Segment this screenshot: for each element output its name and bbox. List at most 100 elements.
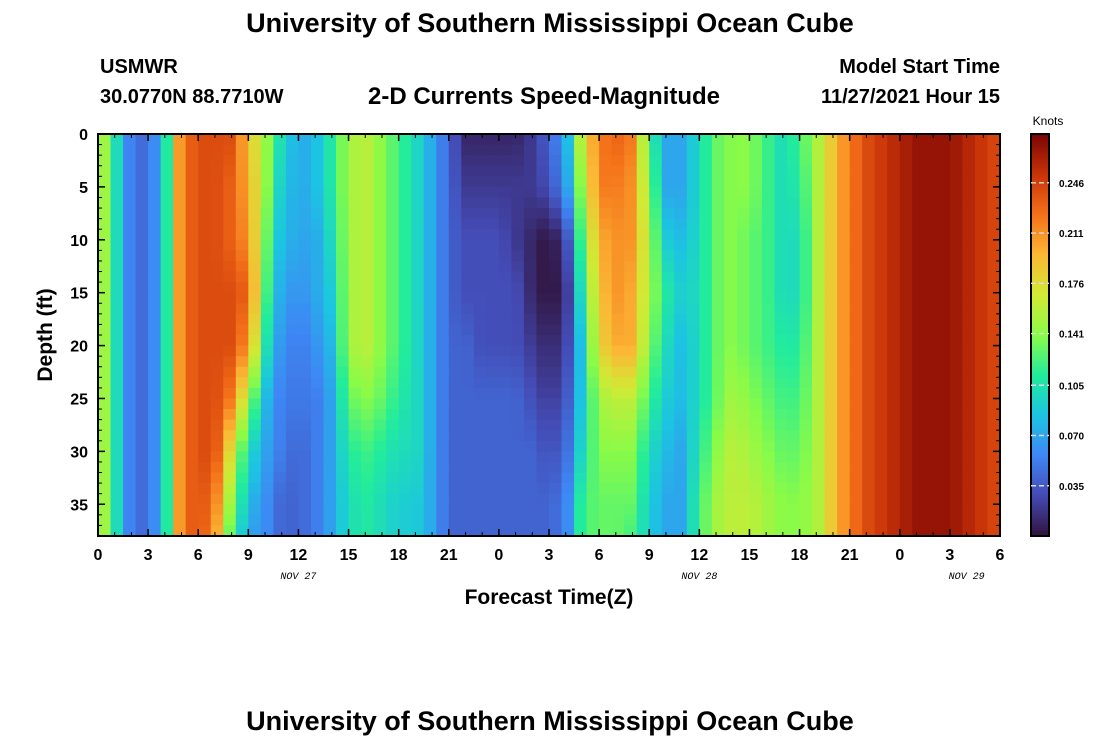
heatmap-cell bbox=[285, 451, 300, 463]
heatmap-cell bbox=[924, 324, 938, 336]
heatmap-cell bbox=[962, 229, 976, 241]
heatmap-cell bbox=[486, 250, 500, 262]
heatmap-cell bbox=[749, 271, 763, 283]
heatmap-cell bbox=[110, 197, 124, 209]
heatmap-cell bbox=[260, 398, 274, 410]
heatmap-cell bbox=[649, 250, 663, 262]
heatmap-cell bbox=[361, 398, 375, 410]
heatmap-cell bbox=[135, 292, 149, 304]
heatmap-cell bbox=[323, 472, 337, 484]
heatmap-cell bbox=[812, 377, 826, 389]
heatmap-cell bbox=[285, 155, 300, 167]
heatmap-cell bbox=[110, 440, 124, 452]
heatmap-cell bbox=[724, 165, 738, 177]
heatmap-cell bbox=[561, 292, 575, 304]
heatmap-cell bbox=[210, 155, 224, 167]
heatmap-cell bbox=[386, 504, 400, 516]
heatmap-cell bbox=[849, 260, 863, 273]
heatmap-cell bbox=[849, 186, 863, 199]
heatmap-cell bbox=[198, 366, 212, 378]
heatmap-cell bbox=[599, 440, 613, 452]
heatmap-cell bbox=[761, 239, 776, 251]
heatmap-cell bbox=[949, 483, 964, 495]
heatmap-cell bbox=[398, 208, 412, 220]
heatmap-cell bbox=[536, 419, 550, 431]
heatmap-cell bbox=[273, 313, 287, 326]
heatmap-cell bbox=[448, 504, 462, 516]
heatmap-cell bbox=[799, 324, 813, 336]
plot-title: 2-D Currents Speed-Magnitude bbox=[368, 83, 721, 110]
heatmap-cell bbox=[273, 493, 287, 505]
heatmap-cell bbox=[98, 483, 112, 495]
heatmap-cell bbox=[874, 271, 888, 283]
heatmap-cell bbox=[624, 345, 638, 357]
heatmap-cell bbox=[348, 313, 362, 326]
heatmap-cell bbox=[787, 472, 801, 484]
heatmap-cell bbox=[336, 409, 350, 421]
heatmap-cell bbox=[110, 366, 124, 378]
heatmap-cell bbox=[686, 451, 700, 463]
heatmap-cell bbox=[686, 525, 700, 537]
heatmap-cell bbox=[974, 398, 989, 410]
heatmap-cell bbox=[123, 260, 137, 273]
heatmap-cell bbox=[273, 451, 287, 463]
heatmap-cell bbox=[686, 356, 700, 368]
heatmap-cell bbox=[799, 461, 813, 474]
heatmap-cell bbox=[549, 440, 563, 452]
heatmap-cell bbox=[849, 155, 863, 167]
heatmap-cell bbox=[711, 493, 725, 505]
heatmap-cell bbox=[411, 377, 425, 389]
heatmap-cell bbox=[649, 134, 663, 146]
heatmap-cell bbox=[210, 356, 224, 368]
heatmap-cell bbox=[361, 419, 375, 431]
heatmap-cell bbox=[260, 366, 274, 378]
heatmap-cell bbox=[323, 377, 337, 389]
x-tick-label: 0 bbox=[895, 547, 904, 564]
heatmap-cell bbox=[624, 324, 638, 336]
heatmap-cell bbox=[724, 451, 738, 463]
heatmap-cell bbox=[273, 165, 287, 177]
heatmap-cell bbox=[98, 134, 112, 146]
heatmap-cell bbox=[561, 250, 575, 262]
heatmap-cell bbox=[198, 504, 212, 516]
heatmap-cell bbox=[223, 493, 237, 505]
heatmap-cell bbox=[686, 409, 700, 421]
heatmap-cell bbox=[549, 419, 563, 431]
heatmap-cell bbox=[849, 345, 863, 357]
heatmap-cell bbox=[799, 165, 813, 177]
heatmap-cell bbox=[899, 313, 913, 326]
heatmap-cell bbox=[962, 155, 976, 167]
heatmap-cell bbox=[361, 409, 375, 421]
heatmap-cell bbox=[549, 218, 563, 230]
heatmap-cell bbox=[812, 218, 826, 230]
heatmap-cell bbox=[348, 292, 362, 304]
heatmap-cell bbox=[711, 387, 725, 400]
heatmap-cell bbox=[235, 324, 249, 336]
heatmap-cell bbox=[298, 504, 312, 516]
heatmap-cell bbox=[611, 493, 625, 505]
heatmap-cell bbox=[148, 440, 162, 452]
heatmap-cell bbox=[749, 239, 763, 251]
heatmap-cell bbox=[536, 144, 550, 156]
heatmap-cell bbox=[223, 218, 237, 230]
heatmap-cell bbox=[348, 176, 362, 188]
date-label: NOV 27 bbox=[280, 572, 316, 583]
heatmap-cell bbox=[849, 504, 863, 516]
heatmap-cell bbox=[473, 165, 487, 177]
heatmap-cell bbox=[361, 451, 375, 463]
heatmap-cell bbox=[273, 440, 287, 452]
heatmap-cell bbox=[649, 514, 663, 527]
heatmap-cell bbox=[974, 419, 989, 431]
heatmap-cell bbox=[549, 197, 563, 209]
heatmap-cell bbox=[711, 366, 725, 378]
heatmap-cell bbox=[586, 144, 600, 156]
heatmap-cell bbox=[761, 313, 776, 326]
heatmap-cell bbox=[611, 271, 625, 283]
heatmap-cell bbox=[260, 525, 274, 537]
heatmap-cell bbox=[887, 282, 901, 294]
heatmap-cell bbox=[586, 419, 600, 431]
heatmap-cell bbox=[98, 419, 112, 431]
heatmap-cell bbox=[461, 493, 475, 505]
heatmap-cell bbox=[787, 504, 801, 516]
heatmap-cell bbox=[649, 430, 663, 442]
